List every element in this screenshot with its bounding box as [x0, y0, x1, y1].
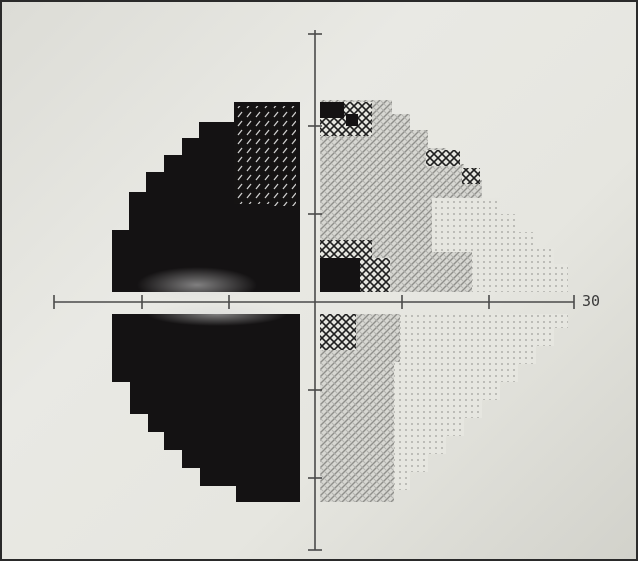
right-upper-center-dark [320, 240, 372, 258]
vertical-ticks [308, 33, 322, 551]
axis-label-30: 30 [582, 292, 600, 310]
horizontal-ticks [53, 295, 575, 309]
glare-spot [137, 267, 257, 303]
right-upper-light-region [432, 198, 568, 292]
left-upper-slash-patch [234, 106, 296, 204]
left-lower-defect [112, 314, 300, 502]
right-lower-dark-patch [320, 314, 356, 350]
right-lower-gray-region [320, 314, 400, 502]
